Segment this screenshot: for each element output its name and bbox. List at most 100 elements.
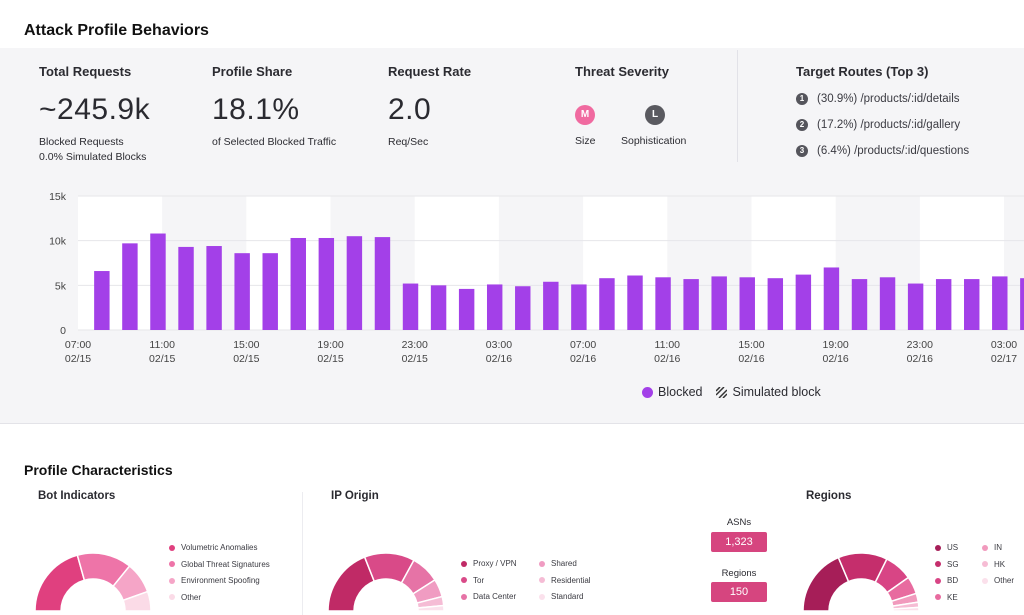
legend-item: Standard [539, 592, 583, 601]
legend-label: Data Center [473, 592, 517, 601]
total-requests-stat: Total Requests ~245.9k Blocked Requests … [39, 64, 150, 165]
threat-severity-label: Threat Severity [575, 64, 669, 79]
threat-severity-stat: Threat Severity [575, 64, 669, 79]
legend-label: Standard [551, 592, 584, 601]
donut-segment[interactable] [122, 590, 152, 612]
legend-label: Environment Spoofing [181, 576, 260, 585]
route-text: (30.9%) /products/:id/details [817, 93, 960, 105]
legend-item: SG [935, 560, 959, 569]
blocked-bar[interactable] [234, 253, 250, 330]
legend-label: HK [994, 559, 1006, 569]
legend-label: Residential [551, 575, 591, 585]
donut-segment[interactable] [892, 606, 920, 612]
blocked-bar[interactable] [851, 279, 868, 330]
bot-indicators-donut [34, 552, 152, 612]
y-tick-label: 15k [49, 191, 67, 203]
blocked-bar[interactable] [571, 284, 587, 330]
total-requests-label: Total Requests [39, 64, 132, 79]
blocked-bar[interactable] [767, 278, 784, 330]
blocked-bar[interactable] [543, 281, 559, 330]
blocked-requests-caption: Blocked Requests [39, 136, 124, 148]
page-title: Attack Profile Behaviors [24, 22, 209, 39]
chart-band [583, 196, 668, 330]
legend-swatch [169, 561, 175, 567]
blocked-bar[interactable] [94, 271, 110, 330]
legend-item: Other [982, 576, 1014, 585]
legend-swatch [461, 577, 467, 583]
target-route-item: 2 (17.2%) /products/:id/gallery [796, 119, 960, 131]
blocked-bar[interactable] [599, 278, 615, 330]
profile-share-value: 18.1% [212, 93, 300, 126]
x-tick-time: 03:00 [486, 339, 512, 351]
regions-count-badge: 150 [711, 582, 767, 602]
blocked-legend-swatch [642, 386, 653, 398]
chart-band [78, 196, 163, 330]
blocked-bar[interactable] [739, 277, 755, 330]
legend-item: IN [982, 543, 1002, 552]
x-tick-time: 07:00 [570, 339, 596, 351]
blocked-bar[interactable] [655, 277, 671, 330]
x-tick-date: 02/15 [233, 353, 259, 365]
blocked-legend-label[interactable]: Blocked [658, 385, 703, 399]
blocked-bar[interactable] [992, 276, 1008, 330]
legend-item: Tor [461, 576, 484, 585]
blocked-bar[interactable] [318, 237, 335, 330]
asns-label: ASNs [726, 517, 752, 528]
x-tick-time: 11:00 [655, 339, 681, 351]
blocked-bar[interactable] [178, 246, 194, 330]
legend-label: Other [181, 592, 202, 602]
blocked-bar[interactable] [122, 243, 138, 330]
blocked-bar[interactable] [430, 285, 447, 330]
regions-count-label: Regions [721, 568, 757, 579]
blocked-bar[interactable] [879, 277, 896, 330]
route-text: (6.4%) /products/:id/questions [817, 145, 970, 157]
legend-item: BD [935, 576, 958, 585]
blocked-bar[interactable] [711, 276, 727, 330]
simulated-legend-label[interactable]: Simulated block [732, 385, 821, 399]
blocked-bar[interactable] [206, 246, 222, 330]
request-rate-value: 2.0 [388, 93, 432, 126]
blocked-bar[interactable] [346, 236, 363, 330]
legend-label: Shared [551, 559, 577, 568]
legend-swatch [982, 561, 988, 567]
blocked-bar[interactable] [627, 275, 643, 330]
blocked-bar[interactable] [964, 279, 980, 330]
blocked-bar[interactable] [262, 253, 278, 330]
threat-severity-badges: M Size L Sophistication [575, 105, 705, 155]
blocked-bar[interactable] [374, 237, 391, 330]
legend-swatch [169, 594, 175, 600]
blocked-bar[interactable] [823, 267, 840, 330]
regions-donut [802, 552, 920, 612]
route-rank-badge: 1 [796, 93, 808, 105]
legend-label: Global Threat Signatures [181, 559, 270, 569]
blocked-bar[interactable] [402, 283, 419, 330]
blocked-bar[interactable] [935, 279, 952, 330]
donut-segment[interactable] [417, 604, 445, 612]
donut-segment[interactable] [34, 554, 86, 612]
blocked-bar[interactable] [683, 279, 699, 330]
y-tick-label: 0 [60, 325, 66, 337]
legend-swatch [461, 560, 467, 567]
stats-divider [737, 50, 738, 162]
chart-band [919, 196, 1004, 330]
summary-panel: Total Requests ~245.9k Blocked Requests … [0, 48, 1024, 424]
blocked-bar[interactable] [150, 233, 166, 330]
blocked-bar[interactable] [795, 274, 812, 330]
column-divider [302, 492, 303, 615]
request-rate-stat: Request Rate 2.0 Req/Sec [388, 64, 471, 150]
x-tick-time: 07:00 [65, 339, 91, 351]
blocked-bar[interactable] [907, 283, 924, 330]
legend-swatch [169, 577, 175, 584]
profile-characteristics-title: Profile Characteristics [24, 462, 173, 478]
bot-indicators-title: Bot Indicators [38, 490, 116, 502]
legend-item: KE [935, 593, 958, 602]
profile-share-stat: Profile Share 18.1% of Selected Blocked … [212, 64, 336, 150]
target-routes-stat: Target Routes (Top 3) [796, 64, 928, 79]
blocked-bar[interactable] [486, 284, 503, 330]
legend-swatch [935, 544, 941, 551]
blocked-bar[interactable] [1020, 278, 1024, 330]
blocked-bar[interactable] [290, 237, 306, 330]
blocked-bar[interactable] [458, 288, 475, 330]
sophistication-badge: L [645, 105, 665, 125]
blocked-bar[interactable] [515, 286, 531, 330]
